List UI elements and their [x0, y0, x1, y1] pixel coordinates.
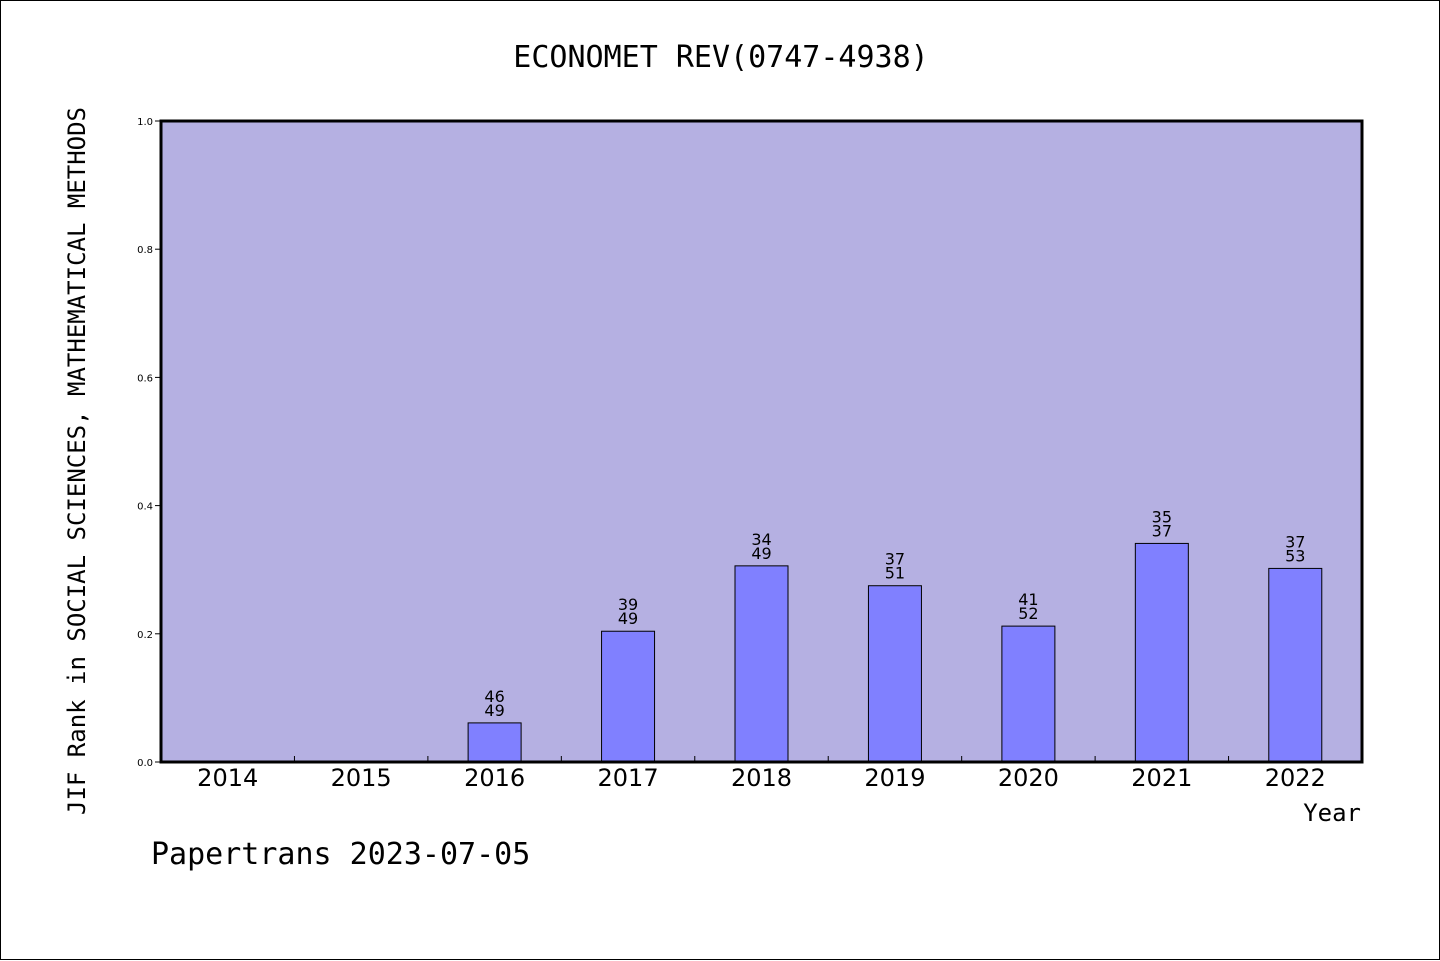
bar-total-label: 37: [1152, 521, 1172, 540]
y-tick-label: 0.0: [137, 758, 153, 769]
bar: [734, 565, 789, 763]
y-tick-label: 1.0: [137, 117, 153, 128]
x-tick-label: 2014: [197, 764, 258, 792]
x-axis-label: Year: [1303, 799, 1361, 827]
bar-total-label: 49: [484, 701, 504, 720]
x-tick-label: 2020: [998, 764, 1059, 792]
y-tick-label: 0.6: [137, 373, 153, 384]
bar-series: [467, 542, 1323, 763]
bar-rank-label: 37: [1285, 532, 1305, 551]
x-tick-label: 2015: [331, 764, 392, 792]
bar: [867, 585, 922, 763]
bar: [1001, 625, 1056, 763]
x-tick-label: 2019: [864, 764, 925, 792]
x-tick-label: 2016: [464, 764, 525, 792]
x-axis: 2014 2015 2016 2017 2018 2019 2020 2021 2022: [197, 756, 1326, 792]
bar: [601, 630, 656, 763]
y-tick-label: 0.2: [137, 630, 153, 641]
x-tick-label: 2021: [1131, 764, 1192, 792]
bar-rank-label: 46: [484, 687, 504, 706]
y-tick-label: 0.4: [137, 502, 153, 513]
bar: [467, 722, 522, 763]
bar-total-label: 49: [751, 544, 771, 563]
x-tick-label: 2018: [731, 764, 792, 792]
y-tick-label: 0.8: [137, 245, 153, 256]
bar-total-label: 52: [1018, 604, 1038, 623]
bar-rank-label: 39: [618, 595, 638, 614]
bar: [1134, 542, 1189, 763]
chart-title: ECONOMET REV(0747-4938): [513, 40, 928, 75]
x-tick-label: 2022: [1265, 764, 1326, 792]
bar-rank-label: 34: [751, 530, 771, 549]
bar-total-label: 51: [885, 564, 905, 583]
plot-border: [159, 119, 1364, 764]
x-tick-label: 2017: [598, 764, 659, 792]
y-axis-label: JIF Rank in SOCIAL SCIENCES, MATHEMATICA…: [63, 107, 91, 815]
bar-total-label: 53: [1285, 546, 1305, 565]
bar-rank-label: 37: [885, 550, 905, 569]
y-axis: 0.0 0.2 0.4 0.6 0.8 1.0: [137, 117, 161, 769]
bar-rank-label: 35: [1152, 507, 1172, 526]
bar-rank-label: 41: [1018, 590, 1038, 609]
bar: [1268, 567, 1323, 763]
footer-watermark: Papertrans 2023-07-05: [151, 837, 530, 872]
bar-total-label: 49: [618, 609, 638, 628]
